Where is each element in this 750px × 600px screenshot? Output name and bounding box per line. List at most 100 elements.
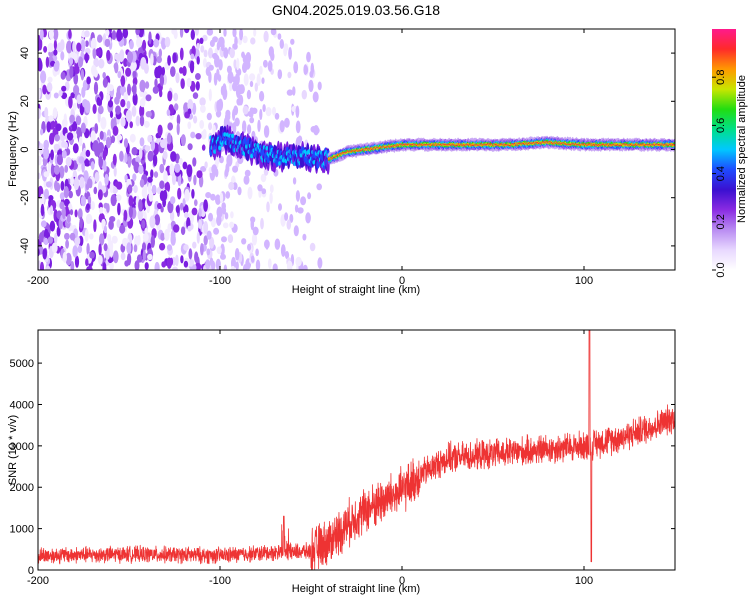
spectrogram-noise-cell <box>243 175 250 185</box>
spectrogram-noise-cell <box>144 145 151 152</box>
spectrogram-noise-cell <box>78 136 83 147</box>
spectrogram-noise-cell <box>86 76 91 85</box>
spectrogram-noise-cell <box>191 188 195 199</box>
spectrogram-noise-cell <box>173 92 179 102</box>
spectrogram-noise-cell <box>220 253 226 260</box>
spectrogram-noise-cell <box>84 30 90 38</box>
spectrogram-noise-cell <box>140 57 147 70</box>
spectrogram-noise-cell <box>208 88 212 102</box>
spectrogram-noise-cell <box>138 164 144 175</box>
spectrogram-noise-cell <box>293 61 299 74</box>
spectrogram-noise-cell <box>169 210 175 222</box>
spectrogram-noise-cell <box>64 232 70 240</box>
spectrogram-noise-cell <box>74 255 80 268</box>
spectrogram-noise-cell <box>247 186 253 200</box>
spectrogram-noise-cell <box>274 238 281 250</box>
spectrogram-noise-cell <box>136 37 143 48</box>
snr-panel: -200 -100 0 100 0 1000 2000 3000 4000 5000 Heigh… <box>7 329 676 595</box>
spectrogram-noise-cell <box>45 181 53 188</box>
spectrogram-noise-cell <box>129 121 133 129</box>
spectrogram-noise-cell <box>111 235 118 244</box>
spectrogram-noise-cell <box>263 59 268 68</box>
spectrogram-noise-cell <box>186 164 193 178</box>
spectrogram-noise-cell <box>192 264 197 270</box>
spectrogram-noise-cell <box>289 213 294 223</box>
spectrogram-noise-cell <box>227 71 234 84</box>
spectrogram-noise-cell <box>86 266 93 270</box>
spectrogram-noise-cell <box>153 38 160 48</box>
spectrogram-noise-cell <box>182 161 188 170</box>
spectrogram-noise-cell <box>59 165 65 179</box>
spectrogram-y-axis-label: Frequency (Hz) <box>7 111 19 187</box>
spectrogram-noise-cell <box>200 130 207 140</box>
spectrogram-noise-cell <box>233 59 237 69</box>
spectrogram-noise-cell <box>135 115 140 127</box>
snr-x-tick-label: 100 <box>575 575 593 587</box>
spectrogram-x-tick-label: 0 <box>399 275 405 287</box>
snr-x-ticks: -200 -100 0 100 <box>27 330 593 587</box>
spectrogram-noise-cell <box>174 163 181 173</box>
spectrogram-noise-cell <box>251 233 258 246</box>
spectrogram-noise-cell <box>261 188 267 195</box>
spectrogram-noise-cell <box>287 71 292 79</box>
spectrogram-noise-cell <box>286 89 294 96</box>
spectrogram-noise-cell <box>178 157 183 165</box>
spectrogram-noise-cell <box>150 140 156 152</box>
snr-y-ticks: 0 1000 2000 3000 4000 5000 <box>10 358 675 577</box>
spectrogram-noise-cell <box>175 72 180 84</box>
spectrogram-noise-cell <box>118 50 124 63</box>
spectrogram-noise-cell <box>317 81 322 91</box>
spectrogram-noise-cell <box>230 265 236 270</box>
spectrogram-noise-cell <box>203 199 209 212</box>
spectrogram-noise-cell <box>280 244 286 257</box>
spectrogram-x-tick-label: 100 <box>575 275 593 287</box>
spectrogram-noise-cell <box>187 225 192 232</box>
spectrogram-noise-cell <box>54 233 58 244</box>
spectrogram-noise-cell <box>68 96 73 109</box>
spectrogram-ridge-cell <box>303 149 307 154</box>
spectrogram-noise-cell <box>147 150 154 162</box>
spectrogram-noise-cell <box>259 90 265 102</box>
spectrogram-noise-cell <box>187 121 192 130</box>
spectrogram-noise-cell <box>38 37 43 51</box>
spectrogram-noise-cell <box>47 76 53 83</box>
spectrogram-noise-cell <box>97 34 103 43</box>
spectrogram-noise-cell <box>190 53 195 60</box>
spectrogram-noise-cell <box>110 118 115 130</box>
spectrogram-noise-cell <box>292 177 297 185</box>
spectrogram-noise-cell <box>202 34 208 42</box>
spectrogram-noise-cell <box>59 192 65 200</box>
spectrogram-noise-cell <box>286 219 292 230</box>
spectrogram-noise-cell <box>237 68 242 76</box>
spectrogram-noise-cell <box>83 158 90 167</box>
spectrogram-noise-cell <box>107 234 112 242</box>
spectrogram-noise-cell <box>260 173 267 183</box>
spectrogram-noise-cell <box>263 125 270 138</box>
spectrogram-noise-cell <box>103 202 109 209</box>
spectrogram-noise-cell <box>229 47 235 59</box>
spectrogram-noise-cell <box>148 189 154 202</box>
spectrogram-noise-cell <box>163 170 168 184</box>
spectrogram-noise-cell <box>147 134 153 143</box>
spectrogram-noise-cell <box>152 154 158 167</box>
spectrogram-noise-cell <box>209 236 215 249</box>
spectrogram-noise-cell <box>47 236 54 244</box>
spectrogram-noise-cell <box>64 164 69 173</box>
spectrogram-noise-cell <box>145 94 152 102</box>
spectrogram-noise-cell <box>147 253 153 261</box>
spectrogram-noise-cell <box>113 250 119 264</box>
spectrogram-noise-cell <box>90 130 96 143</box>
spectrogram-noise-cell <box>180 226 186 235</box>
spectrogram-noise-cell <box>93 186 98 195</box>
spectrogram-noise-cell <box>278 203 282 211</box>
spectrogram-noise-cell <box>216 246 222 255</box>
spectrogram-noise-cell <box>74 66 80 74</box>
spectrogram-noise-cell <box>115 105 121 115</box>
spectrogram-noise-cell <box>110 135 116 144</box>
spectrogram-noise-cell <box>170 151 177 162</box>
spectrogram-noise-cell <box>250 255 255 263</box>
spectrogram-noise-cell <box>150 235 155 248</box>
spectrogram-noise-cell <box>116 54 120 64</box>
spectrogram-noise-cell <box>248 110 253 118</box>
spectrogram-noise-cell <box>78 156 85 164</box>
